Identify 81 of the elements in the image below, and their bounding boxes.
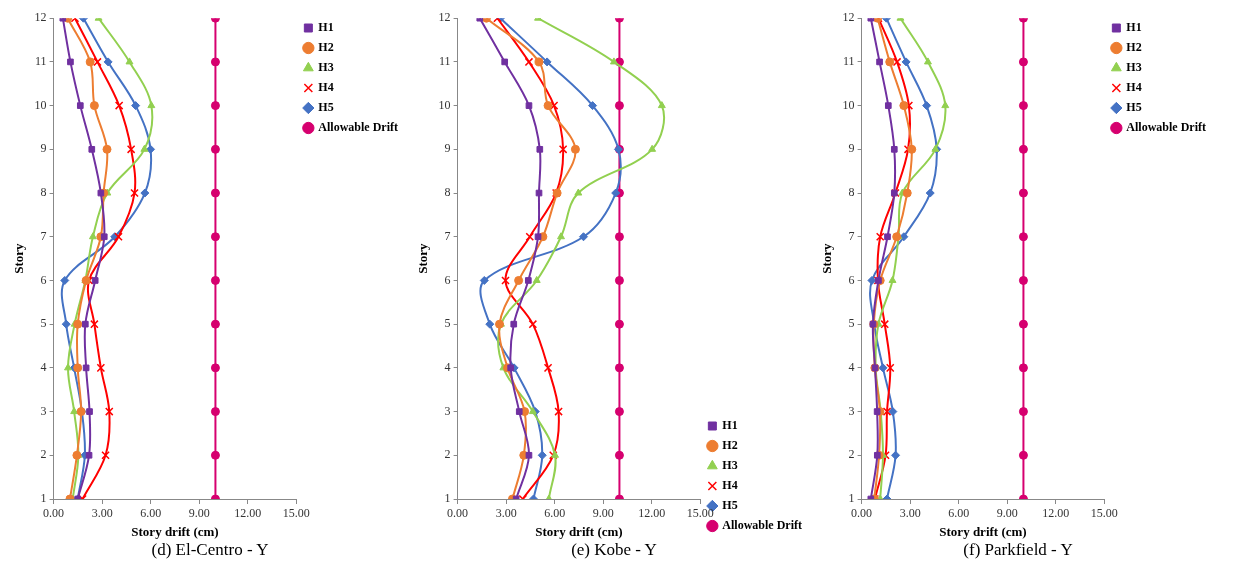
y-axis-title: Story xyxy=(415,242,431,274)
y-tick-label: 12 xyxy=(842,10,855,25)
y-tick-label: 10 xyxy=(842,97,855,112)
y-tick-label: 9 xyxy=(444,141,451,156)
y-tick-label: 8 xyxy=(444,185,451,200)
x-axis-title: Story drift (cm) xyxy=(535,523,623,539)
y-tick-label: 6 xyxy=(848,272,855,287)
y-tick-label: 4 xyxy=(848,360,855,375)
x-axis-title: Story drift (cm) xyxy=(131,523,219,539)
x-tick-label: 9.00 xyxy=(996,506,1018,521)
y-tick-label: 2 xyxy=(848,447,855,462)
x-tick-label: 6.00 xyxy=(140,506,162,521)
legend-label: H4 xyxy=(1126,80,1142,95)
x-tick-label: 15.00 xyxy=(282,506,310,521)
legend-label: Allowable Drift xyxy=(318,120,398,135)
y-tick-label: 11 xyxy=(843,54,855,69)
y-tick-label: 12 xyxy=(34,10,47,25)
y-axis-title: Story xyxy=(11,242,27,274)
y-tick-label: 7 xyxy=(40,228,47,243)
y-tick-label: 1 xyxy=(40,491,47,506)
legend-label: H2 xyxy=(722,438,738,453)
legend-label: Allowable Drift xyxy=(722,518,802,533)
legend-label: H3 xyxy=(318,60,334,75)
legend-label: H1 xyxy=(1126,20,1142,35)
y-tick-label: 10 xyxy=(34,97,47,112)
y-tick-label: 4 xyxy=(444,360,451,375)
y-axis-title: Story xyxy=(819,242,835,274)
y-tick-label: 2 xyxy=(444,447,451,462)
text: (d) El-Centro - Y xyxy=(150,540,270,560)
legend-label: H5 xyxy=(318,100,334,115)
legend-label: H1 xyxy=(318,20,334,35)
legend-label: H2 xyxy=(318,40,334,55)
y-tick-label: 5 xyxy=(40,316,47,331)
x-tick-label: 12.00 xyxy=(234,506,262,521)
x-tick-label: 0.00 xyxy=(851,506,873,521)
x-tick-label: 9.00 xyxy=(592,506,614,521)
legend-label: H5 xyxy=(1126,100,1142,115)
text: (e) Kobe - Y xyxy=(570,540,658,560)
y-tick-label: 1 xyxy=(444,491,451,506)
y-tick-label: 3 xyxy=(444,403,451,418)
y-tick-label: 1 xyxy=(848,491,855,506)
x-tick-label: 9.00 xyxy=(188,506,210,521)
x-tick-label: 15.00 xyxy=(1090,506,1118,521)
legend-label: H2 xyxy=(1126,40,1142,55)
y-tick-label: 5 xyxy=(848,316,855,331)
legend-label: H4 xyxy=(722,478,738,493)
y-tick-label: 2 xyxy=(40,447,47,462)
legend-label: H5 xyxy=(722,498,738,513)
y-tick-label: 5 xyxy=(444,316,451,331)
legend-label: H4 xyxy=(318,80,334,95)
y-tick-label: 10 xyxy=(438,97,451,112)
x-tick-label: 15.00 xyxy=(686,506,714,521)
y-tick-label: 11 xyxy=(35,54,47,69)
y-tick-label: 8 xyxy=(40,185,47,200)
y-tick-label: 9 xyxy=(848,141,855,156)
y-tick-label: 7 xyxy=(444,228,451,243)
legend-label: Allowable Drift xyxy=(1126,120,1206,135)
y-tick-label: 12 xyxy=(438,10,451,25)
y-tick-label: 3 xyxy=(40,403,47,418)
x-axis-title: Story drift (cm) xyxy=(939,523,1027,539)
y-tick-label: 7 xyxy=(848,228,855,243)
y-tick-label: 4 xyxy=(40,360,47,375)
y-tick-label: 11 xyxy=(439,54,451,69)
x-tick-label: 0.00 xyxy=(43,506,65,521)
x-tick-label: 6.00 xyxy=(544,506,566,521)
y-tick-label: 9 xyxy=(40,141,47,156)
x-tick-label: 3.00 xyxy=(899,506,921,521)
legend-label: H3 xyxy=(722,458,738,473)
text: (f) Parkfield - Y xyxy=(962,540,1074,560)
y-tick-label: 6 xyxy=(40,272,47,287)
x-tick-label: 3.00 xyxy=(495,506,517,521)
legend-label: H3 xyxy=(1126,60,1142,75)
y-tick-label: 8 xyxy=(848,185,855,200)
x-tick-label: 12.00 xyxy=(1042,506,1070,521)
x-tick-label: 12.00 xyxy=(638,506,666,521)
legend-label: H1 xyxy=(722,418,738,433)
x-tick-label: 6.00 xyxy=(948,506,970,521)
x-tick-label: 0.00 xyxy=(447,506,469,521)
y-tick-label: 6 xyxy=(444,272,451,287)
x-tick-label: 3.00 xyxy=(91,506,113,521)
y-tick-label: 3 xyxy=(848,403,855,418)
